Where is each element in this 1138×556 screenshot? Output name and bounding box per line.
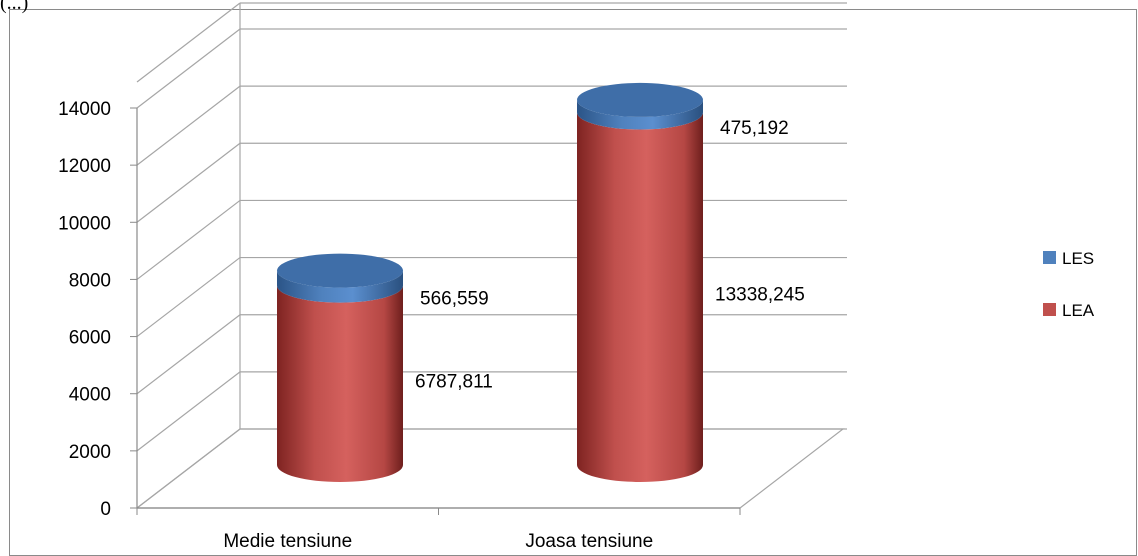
- legend-label: LEA: [1062, 301, 1095, 320]
- gridline-side: [136, 2, 241, 83]
- bar-les: [277, 270, 403, 303]
- data-labels: 566,559 6787,811 475,192 13338,245: [415, 118, 805, 392]
- bar-lea: [277, 285, 403, 482]
- bar-les: [577, 99, 703, 130]
- y-tick-label: 14000: [58, 99, 111, 120]
- legend-swatch: [1043, 251, 1056, 264]
- x-tick-label: Medie tensiune: [223, 531, 352, 552]
- gridline-side: [136, 28, 241, 109]
- y-tick-label: 0: [100, 499, 111, 520]
- chart-frame: [9, 9, 1137, 556]
- gridline-side: [136, 314, 241, 395]
- y-tick-label: 2000: [69, 442, 111, 463]
- data-label-lea: 6787,811: [415, 371, 493, 392]
- floor: [136, 428, 845, 509]
- y-tick-label: 10000: [58, 213, 111, 234]
- x-axis: Medie tensiune Joasa tensiune: [136, 507, 741, 552]
- y-axis: 0 2000 4000 6000 8000 10000 12000 14000: [58, 99, 138, 520]
- bar-top-cap: [577, 82, 703, 117]
- gridlines: [136, 2, 847, 509]
- gridline-side: [136, 142, 241, 223]
- legend-label: LES: [1062, 249, 1094, 268]
- legend: LES LEA: [1043, 249, 1095, 320]
- corner-label: (...): [0, 0, 29, 14]
- gridline-side: [136, 257, 241, 338]
- bar-top-cap: [277, 253, 403, 288]
- x-tick-label: Joasa tensiune: [525, 531, 653, 552]
- y-tick-label: 6000: [69, 328, 111, 349]
- data-label-les: 475,192: [720, 118, 789, 139]
- data-label-les: 566,559: [420, 289, 489, 310]
- data-label-lea: 13338,245: [715, 285, 805, 306]
- bar-lea: [577, 112, 703, 482]
- gridline-side: [136, 428, 241, 509]
- legend-swatch: [1043, 303, 1056, 316]
- gridline-side: [136, 371, 241, 452]
- y-tick-label: 8000: [69, 270, 111, 291]
- y-tick-label: 12000: [58, 156, 111, 177]
- bars: [277, 82, 703, 482]
- gridline-side: [136, 199, 241, 280]
- y-tick-label: 4000: [69, 385, 111, 406]
- chart-walls: [136, 3, 845, 509]
- gridline-side: [136, 85, 241, 166]
